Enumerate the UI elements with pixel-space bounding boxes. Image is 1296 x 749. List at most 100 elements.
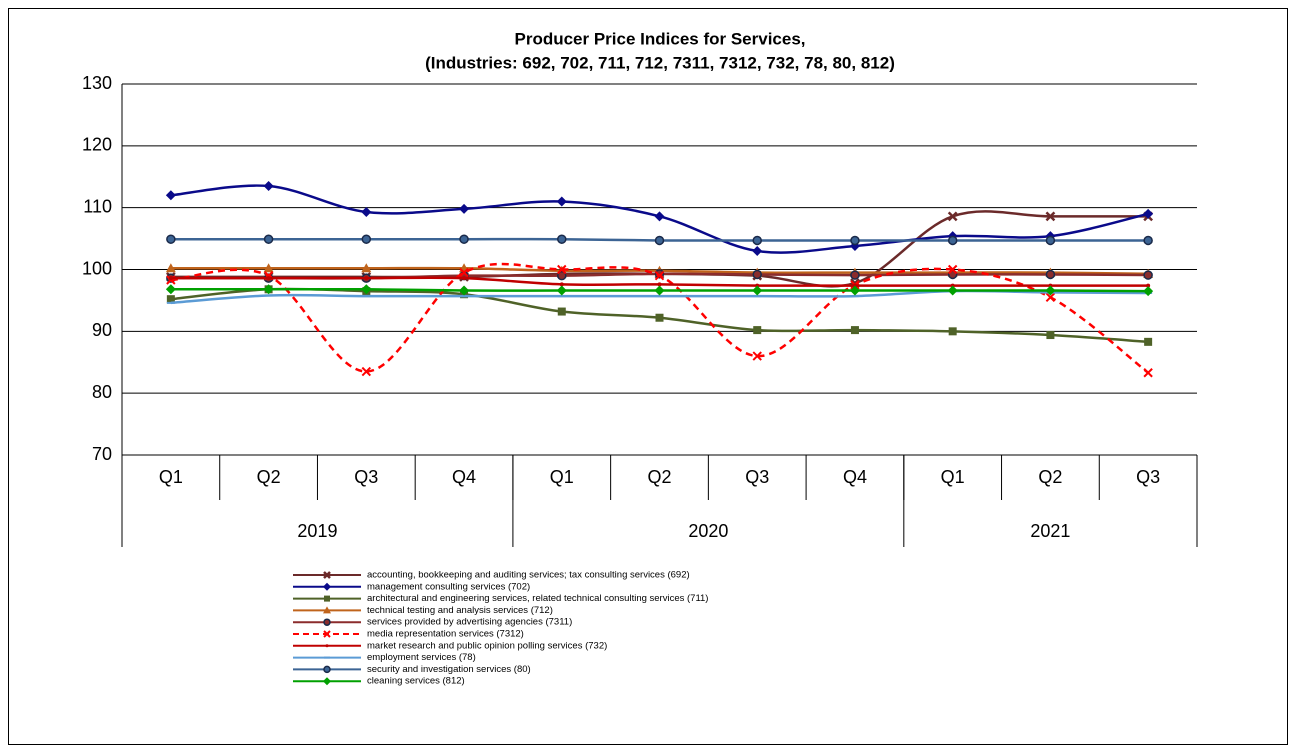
marker	[1143, 208, 1154, 219]
marker	[266, 276, 271, 281]
marker	[1143, 368, 1153, 378]
series	[166, 234, 1153, 246]
legend-label: management consulting services (702)	[367, 581, 530, 592]
legend-label: cleaning services (812)	[367, 676, 465, 687]
series	[165, 284, 1154, 297]
marker	[364, 276, 369, 281]
marker	[654, 211, 665, 222]
marker	[263, 181, 274, 192]
marker	[323, 606, 331, 614]
marker	[849, 285, 860, 296]
marker	[323, 630, 331, 638]
marker	[1045, 292, 1056, 303]
marker	[655, 295, 664, 298]
marker	[752, 351, 762, 361]
marker	[654, 270, 665, 281]
marker	[165, 190, 176, 201]
marker	[1046, 331, 1055, 340]
legend-label: media representation services (7312)	[367, 629, 524, 640]
y-tick-label: 90	[92, 320, 112, 340]
marker	[165, 284, 176, 295]
marker	[324, 595, 330, 602]
group-label: 2020	[688, 521, 728, 541]
marker	[556, 285, 567, 296]
marker	[166, 301, 175, 304]
marker	[1045, 269, 1056, 280]
marker	[557, 264, 567, 275]
marker	[850, 270, 860, 280]
marker	[947, 211, 958, 222]
marker	[850, 295, 859, 298]
group-label: 2021	[1030, 521, 1070, 541]
marker	[166, 295, 175, 304]
marker	[752, 235, 762, 246]
marker	[323, 571, 331, 579]
marker	[323, 582, 331, 591]
marker	[654, 285, 665, 296]
marker	[947, 235, 958, 246]
x-tick-label: Q4	[843, 467, 867, 487]
marker	[1146, 283, 1151, 288]
legend-label: market research and public opinion polli…	[367, 640, 607, 651]
marker	[323, 677, 331, 686]
marker	[264, 294, 273, 297]
marker	[1045, 285, 1056, 296]
legend-label: security and investigation services (80)	[367, 664, 531, 675]
marker	[361, 284, 372, 295]
x-tick-label: Q2	[1038, 467, 1062, 487]
marker	[850, 235, 860, 246]
x-tick-label: Q1	[159, 467, 183, 487]
group-label: 2019	[297, 521, 337, 541]
marker	[556, 196, 567, 207]
marker	[850, 326, 859, 335]
marker	[459, 285, 470, 296]
marker	[655, 313, 664, 322]
y-tick-label: 110	[83, 196, 112, 216]
marker	[1143, 270, 1153, 280]
marker	[948, 327, 957, 336]
marker	[462, 276, 467, 281]
marker	[752, 245, 763, 256]
legend-label: employment services (78)	[367, 652, 476, 663]
marker	[263, 263, 274, 273]
marker	[753, 295, 762, 298]
marker	[654, 235, 665, 246]
marker	[361, 366, 372, 377]
y-tick-label: 70	[92, 444, 112, 464]
marker	[1144, 337, 1153, 346]
marker	[168, 276, 173, 281]
x-tick-label: Q1	[550, 467, 574, 487]
y-tick-label: 100	[82, 258, 112, 278]
marker	[166, 234, 176, 244]
marker	[557, 234, 567, 244]
marker	[460, 295, 469, 298]
x-tick-label: Q3	[1136, 467, 1160, 487]
marker	[459, 203, 470, 214]
marker	[361, 206, 372, 217]
x-tick-label: Q4	[452, 467, 476, 487]
marker	[323, 665, 331, 674]
marker	[657, 282, 662, 287]
chart-title: Producer Price Indices for Services,	[514, 29, 805, 48]
marker	[263, 284, 274, 295]
marker	[947, 264, 958, 275]
legend-label: accounting, bookkeeping and auditing ser…	[367, 570, 690, 581]
series	[168, 276, 1151, 288]
y-tick-label: 120	[82, 135, 112, 155]
x-tick-label: Q3	[745, 467, 769, 487]
marker	[325, 644, 329, 648]
x-tick-label: Q3	[354, 467, 378, 487]
x-tick-label: Q2	[647, 467, 671, 487]
marker	[557, 270, 567, 281]
chart-subtitle: (Industries: 692, 702, 711, 712, 7311, 7…	[425, 53, 895, 72]
marker	[323, 618, 331, 626]
marker	[1143, 235, 1153, 246]
x-tick-label: Q2	[257, 467, 281, 487]
marker	[361, 263, 372, 273]
marker	[459, 234, 469, 244]
marker	[557, 295, 566, 298]
marker	[361, 234, 372, 244]
chart-frame	[8, 8, 1288, 745]
